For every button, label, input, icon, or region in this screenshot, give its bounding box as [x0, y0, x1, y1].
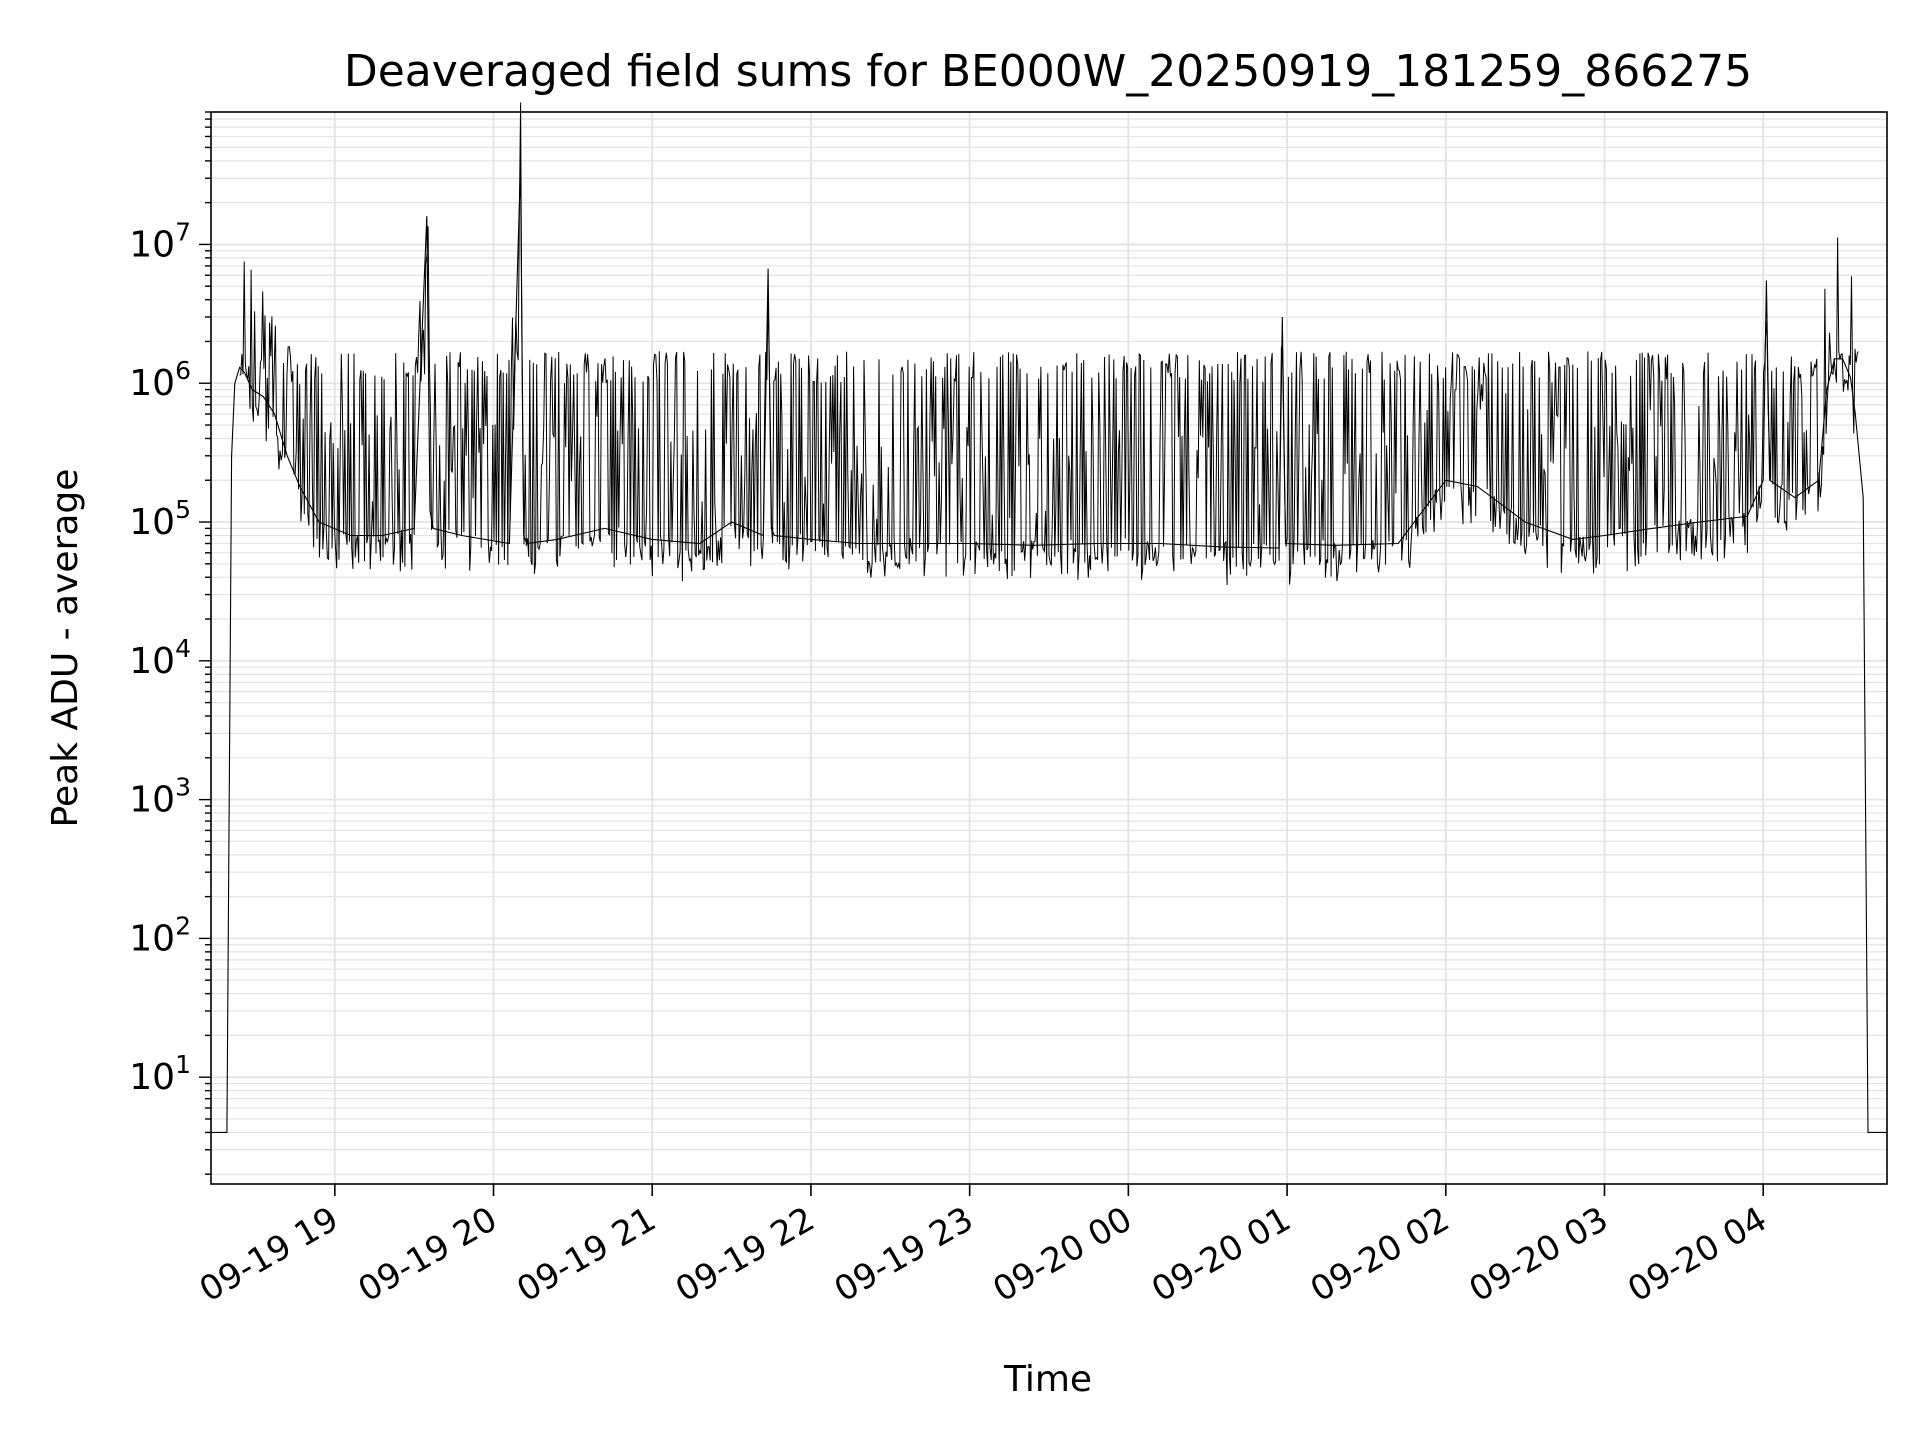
series-noise-path [239, 102, 1859, 586]
y-tick-label: 106 [129, 356, 191, 404]
y-axis-label: Peak ADU - average [45, 469, 86, 828]
series-line [211, 165, 1887, 1133]
plot-area [211, 112, 1887, 1184]
y-tick-label: 107 [129, 217, 191, 265]
chart-title: Deaveraged field sums for BE000W_2025091… [344, 46, 1752, 97]
grid [211, 111, 1887, 1184]
y-tick-label: 103 [129, 773, 191, 821]
plot-frame [210, 111, 1888, 1185]
data-noise-band [239, 102, 1859, 586]
y-tick-label: 101 [129, 1050, 191, 1098]
y-tick-label: 104 [129, 634, 191, 682]
y-tick-label: 105 [129, 495, 191, 543]
y-axis-ticks: 101 102 103 104 105 106 107 [129, 111, 211, 1175]
x-axis-label: Time [1003, 1359, 1092, 1400]
y-tick-label: 102 [129, 911, 191, 959]
